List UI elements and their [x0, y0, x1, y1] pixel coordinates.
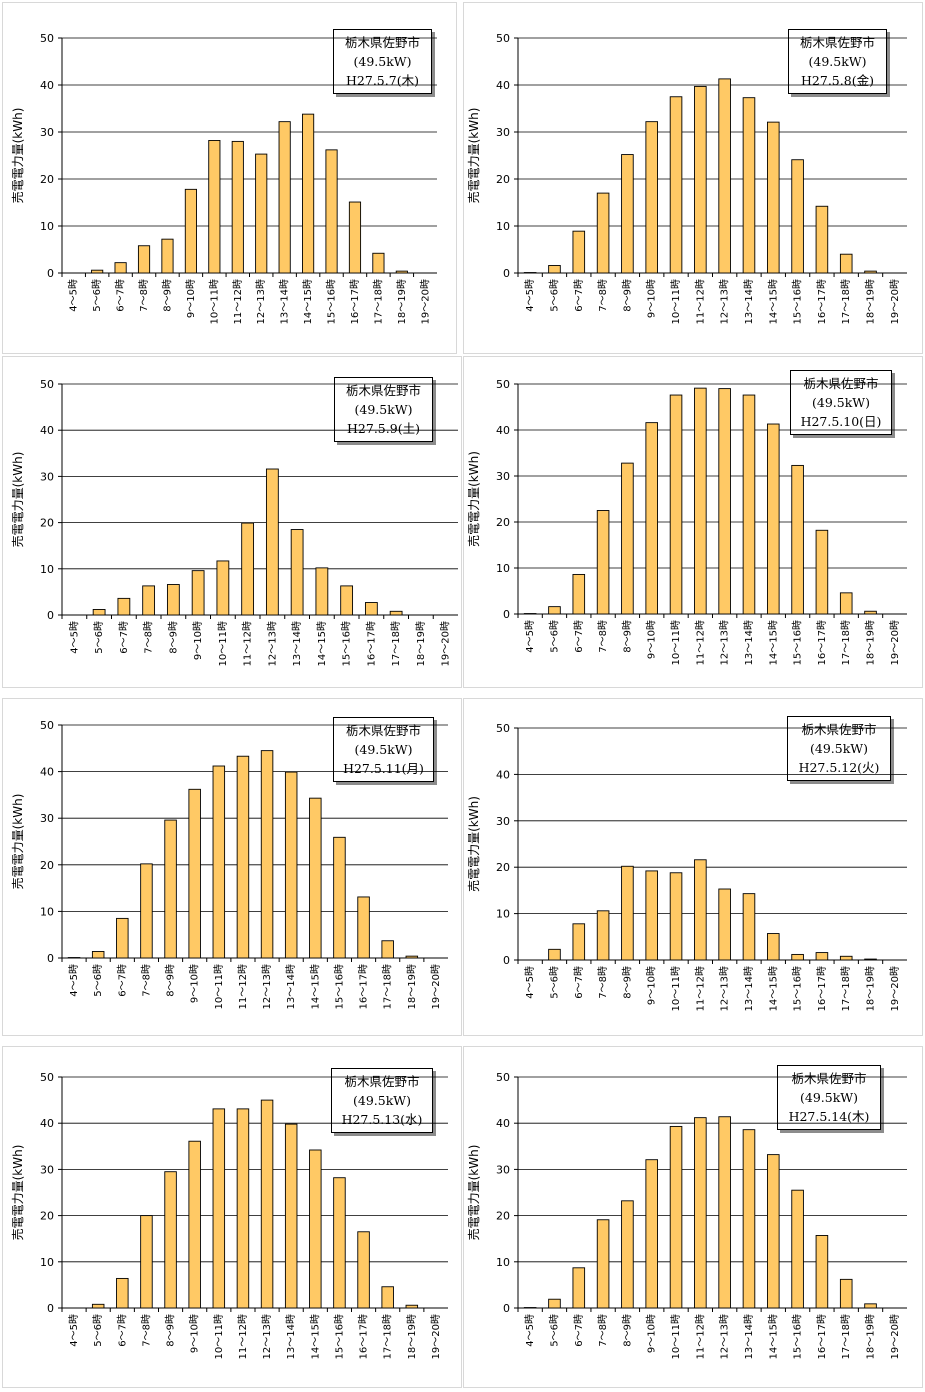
legend-location: 栃木県佐野市 [344, 1074, 420, 1089]
legend-box-3: 栃木県佐野市 (49.5kW) H27.5.9(土) [334, 377, 433, 442]
legend-location: 栃木県佐野市 [345, 383, 421, 398]
legend-capacity: (49.5kW) [354, 742, 413, 757]
legend-date: H27.5.7(木) [346, 73, 419, 88]
legend-capacity: (49.5kW) [354, 402, 413, 417]
legend-capacity: (49.5kW) [809, 741, 868, 756]
legend-box-7: 栃木県佐野市 (49.5kW) H27.5.13(水) [331, 1068, 433, 1133]
legend-location: 栃木県佐野市 [791, 1071, 867, 1086]
legend-box-8: 栃木県佐野市 (49.5kW) H27.5.14(木) [777, 1065, 881, 1130]
legend-capacity: (49.5kW) [352, 1093, 411, 1108]
legend-box-6: 栃木県佐野市 (49.5kW) H27.5.12(火) [787, 716, 891, 781]
legend-box-5: 栃木県佐野市 (49.5kW) H27.5.11(月) [333, 717, 434, 782]
legend-box-1: 栃木県佐野市 (49.5kW) H27.5.7(木) [333, 29, 432, 94]
legend-date: H27.5.12(火) [798, 760, 880, 775]
legend-date: H27.5.13(水) [341, 1112, 423, 1127]
legend-capacity: (49.5kW) [353, 54, 412, 69]
legend-date: H27.5.10(日) [800, 414, 882, 429]
legend-date: H27.5.14(木) [788, 1109, 870, 1124]
legend-capacity: (49.5kW) [799, 1090, 858, 1105]
legend-date: H27.5.9(土) [347, 421, 420, 436]
legend-location: 栃木県佐野市 [345, 723, 421, 738]
legend-location: 栃木県佐野市 [799, 35, 875, 50]
legend-location: 栃木県佐野市 [803, 376, 879, 391]
legend-box-2: 栃木県佐野市 (49.5kW) H27.5.8(金) [788, 29, 887, 94]
legend-capacity: (49.5kW) [808, 54, 867, 69]
legend-capacity: (49.5kW) [811, 395, 870, 410]
legend-date: H27.5.11(月) [343, 761, 424, 776]
legend-location: 栃木県佐野市 [801, 722, 877, 737]
legend-location: 栃木県佐野市 [344, 35, 420, 50]
legend-date: H27.5.8(金) [801, 73, 874, 88]
legend-box-4: 栃木県佐野市 (49.5kW) H27.5.10(日) [790, 370, 892, 435]
